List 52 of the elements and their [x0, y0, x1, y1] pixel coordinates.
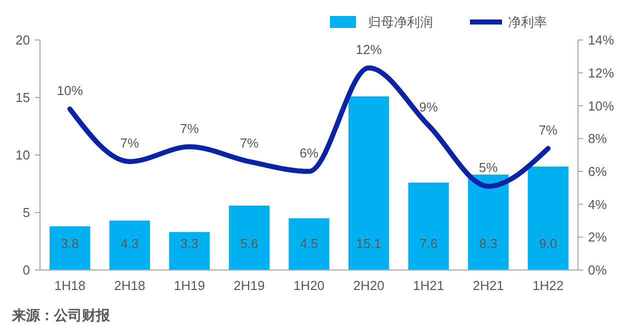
data-label: 7.6 [420, 236, 438, 251]
data-label: 12% [356, 42, 382, 57]
data-label: 8.3 [479, 236, 498, 251]
data-label: 3.8 [60, 236, 79, 251]
y2-tick-label: 10% [588, 98, 614, 114]
data-label: 10% [56, 83, 84, 98]
data-label: 7% [120, 136, 140, 151]
y-tick-label: 5 [22, 205, 30, 220]
data-label: 15.1 [356, 236, 382, 251]
y2-tick-label: 8% [588, 131, 608, 146]
bar [169, 232, 210, 270]
x-tick-label: 1H20 [293, 278, 325, 293]
x-tick-label: 2H21 [472, 278, 504, 293]
bar [468, 174, 509, 270]
data-label: 6% [300, 145, 319, 160]
data-label: 7% [240, 136, 260, 151]
y2-tick-label: 4% [588, 196, 608, 212]
data-label: 9% [419, 99, 438, 114]
bar [228, 206, 270, 270]
data-label: 4.5 [300, 236, 318, 251]
x-tick-label: 2H20 [353, 278, 384, 293]
x-tick-label: 1H19 [174, 278, 205, 293]
y-tick-label: 0 [22, 262, 30, 278]
y-tick-label: 10 [16, 148, 30, 163]
y-tick-label: 15 [16, 90, 30, 106]
data-label: 7% [180, 120, 200, 136]
bar [50, 226, 90, 270]
y2-tick-label: 6% [588, 164, 608, 179]
x-tick-label: 2H19 [234, 278, 265, 293]
y2-tick-label: 14% [588, 32, 614, 48]
y-tick-label: 20 [16, 32, 30, 48]
data-label: 4.3 [120, 236, 139, 251]
x-tick-label: 2H18 [114, 278, 146, 293]
y2-tick-label: 2% [588, 230, 608, 245]
x-tick-label: 1H22 [532, 278, 564, 293]
legend-label: 净利率 [508, 14, 547, 30]
legend-label: 归母净利润 [368, 14, 433, 30]
bar [528, 166, 568, 270]
bar [408, 182, 449, 270]
data-label: 9.0 [539, 236, 558, 251]
bar [288, 218, 330, 270]
data-label: 5.6 [240, 236, 258, 251]
source-note: 来源：公司财报 [11, 307, 111, 323]
data-label: 3.3 [180, 236, 198, 251]
data-label: 7% [538, 122, 558, 138]
x-tick-label: 1H18 [54, 278, 86, 293]
y2-tick-label: 12% [588, 65, 614, 80]
bar [109, 220, 150, 270]
data-label: 5% [478, 160, 498, 176]
y2-tick-label: 0% [588, 262, 608, 278]
bar [348, 96, 390, 270]
x-tick-label: 1H21 [413, 278, 444, 293]
